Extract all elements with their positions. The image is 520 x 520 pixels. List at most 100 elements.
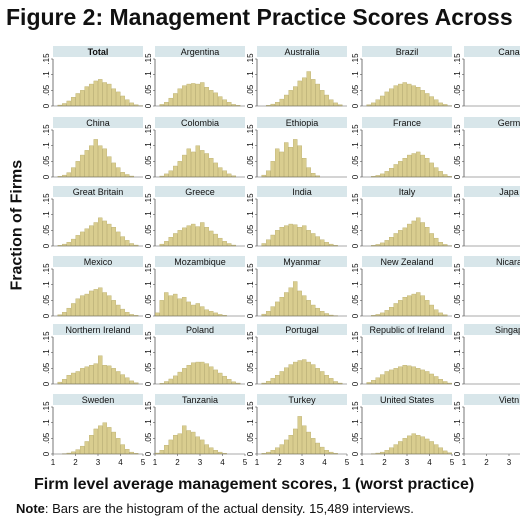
histogram-bar xyxy=(195,436,200,455)
histogram-bar xyxy=(173,165,178,178)
panel-header xyxy=(53,46,143,57)
x-tick-label: 2 xyxy=(484,458,489,467)
histogram-bar xyxy=(71,303,76,317)
y-tick-label: .1 xyxy=(453,281,462,288)
histogram-bar xyxy=(297,145,302,178)
y-tick-label: 0 xyxy=(453,313,462,318)
panel-title: Italy xyxy=(399,187,416,197)
histogram-bar xyxy=(311,79,316,107)
histogram-bar xyxy=(102,82,107,107)
panel-title: New Zealand xyxy=(380,257,433,267)
y-tick-label: .05 xyxy=(246,294,255,306)
histogram-bar xyxy=(231,381,236,385)
histogram-bar xyxy=(111,431,116,455)
histogram-bar xyxy=(402,297,407,317)
histogram-bar xyxy=(120,236,125,247)
y-tick-label: .05 xyxy=(246,432,255,444)
histogram-bar xyxy=(84,293,89,317)
y-tick-label: .05 xyxy=(351,84,360,96)
small-multiples-grid: Total0.05.1.15Argentina0.05.1.15Australi… xyxy=(42,46,520,467)
histogram-bar xyxy=(320,239,325,247)
y-tick-label: 0 xyxy=(42,451,51,456)
histogram-bar xyxy=(209,230,214,247)
histogram-bar xyxy=(222,99,227,107)
y-tick-label: .15 xyxy=(351,53,360,65)
histogram-bar xyxy=(168,439,173,455)
panel-italy: Italy 0 .05 .1 .15 xyxy=(351,186,452,248)
histogram-bar xyxy=(173,435,178,455)
histogram-bar xyxy=(80,90,85,107)
y-tick-label: 0 xyxy=(42,243,51,248)
y-tick-label: .1 xyxy=(246,71,255,78)
y-tick-label: .1 xyxy=(453,211,462,218)
histogram-bar xyxy=(116,304,121,317)
histogram-bar xyxy=(384,310,389,317)
histogram-bar xyxy=(227,102,232,107)
histogram-bar xyxy=(116,167,121,178)
histogram-bar xyxy=(164,445,169,455)
histogram-bar xyxy=(102,220,107,247)
histogram-bar xyxy=(186,365,191,385)
histogram-bar xyxy=(425,371,430,385)
histogram-bar xyxy=(429,373,434,385)
histogram-bar xyxy=(306,167,311,178)
histogram-bar xyxy=(288,147,293,178)
histogram-bar xyxy=(302,225,307,247)
histogram-bar xyxy=(222,375,227,385)
histogram-bar xyxy=(177,161,182,178)
panel-header xyxy=(464,117,520,128)
y-tick-label: .05 xyxy=(144,155,153,167)
panel-header xyxy=(464,256,520,267)
histogram-bar xyxy=(107,365,112,385)
histogram-bar xyxy=(177,230,182,247)
histogram-bar xyxy=(393,303,398,317)
y-tick-label: .05 xyxy=(42,362,51,374)
histogram-bar xyxy=(389,369,394,385)
histogram-bar xyxy=(380,173,385,178)
x-tick-label: 3 xyxy=(198,458,203,467)
y-tick-label: .1 xyxy=(453,142,462,149)
y-tick-label: 0 xyxy=(453,243,462,248)
x-tick-label: 5 xyxy=(345,458,350,467)
histogram-bar xyxy=(320,90,325,107)
histogram-bar xyxy=(66,242,71,247)
histogram-bar xyxy=(425,93,430,107)
histogram-bar xyxy=(402,82,407,107)
panel-portugal: Portugal 0 .05 .1 .15 xyxy=(246,324,347,386)
histogram-bar xyxy=(116,91,121,107)
histogram-bar xyxy=(98,217,103,247)
histogram-bar xyxy=(204,153,209,178)
panel-title: Mozambique xyxy=(174,257,226,267)
histogram-bar xyxy=(443,381,448,385)
y-tick-label: .1 xyxy=(453,349,462,356)
panel-title: Cana xyxy=(498,47,520,57)
histogram-bar xyxy=(125,377,130,385)
y-tick-label: 0 xyxy=(453,451,462,456)
histogram-bar xyxy=(218,372,223,385)
y-tick-label: .15 xyxy=(42,124,51,136)
panel-title: Germ xyxy=(498,118,520,128)
histogram-bar xyxy=(266,239,271,247)
histogram-bar xyxy=(93,289,98,317)
y-tick-label: .15 xyxy=(351,401,360,413)
histogram-bar xyxy=(62,379,67,385)
x-tick-label: 3 xyxy=(507,458,512,467)
x-tick-label: 2 xyxy=(175,458,180,467)
histogram-bar xyxy=(438,242,443,247)
panel-title: Northern Ireland xyxy=(65,325,130,335)
histogram-bar xyxy=(204,86,209,107)
histogram-bar xyxy=(98,425,103,455)
histogram-bar xyxy=(411,85,416,107)
panel-title: Brazil xyxy=(396,47,419,57)
histogram-bar xyxy=(125,240,130,247)
panel-title: India xyxy=(292,187,312,197)
panel-title: Republic of Ireland xyxy=(369,325,444,335)
panel-ethiopia: Ethiopia 0 .05 .1 .15 xyxy=(246,117,347,179)
y-tick-label: 0 xyxy=(42,103,51,108)
y-tick-label: .05 xyxy=(42,155,51,167)
histogram-bar xyxy=(311,173,316,178)
histogram-bar xyxy=(398,83,403,107)
histogram-bar xyxy=(191,304,196,317)
histogram-bar xyxy=(425,157,430,178)
x-tick-label: 4 xyxy=(322,458,327,467)
